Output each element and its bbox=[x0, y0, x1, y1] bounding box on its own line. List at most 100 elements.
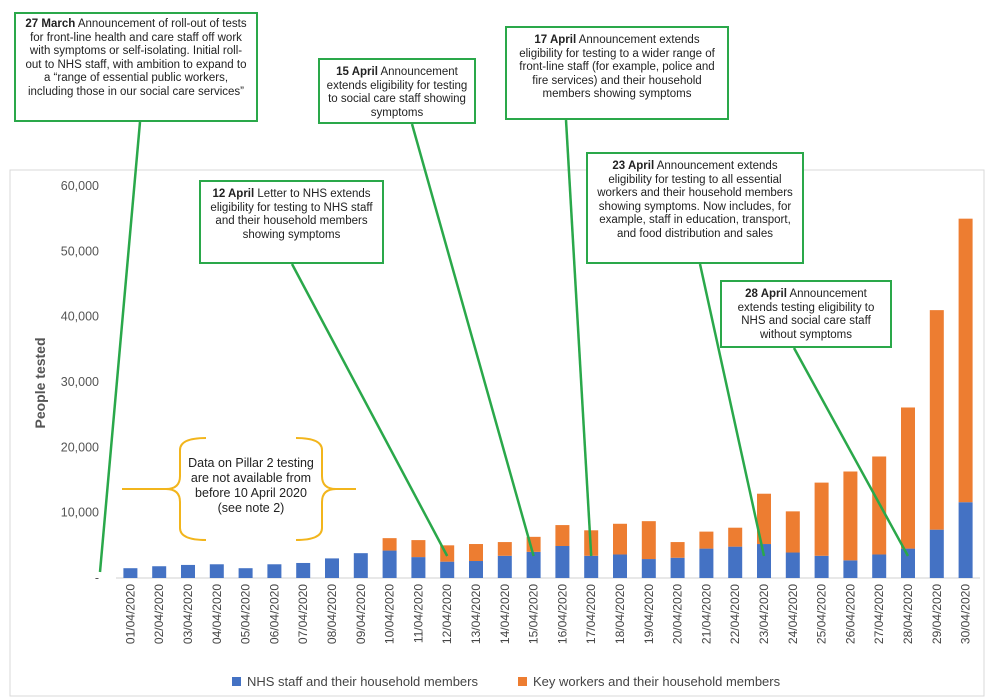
x-tick-label: 21/04/2020 bbox=[699, 584, 713, 644]
x-tick-label: 19/04/2020 bbox=[642, 584, 656, 644]
bar-nhs bbox=[353, 553, 368, 578]
legend-label: NHS staff and their household members bbox=[247, 674, 478, 689]
bar-nhs bbox=[526, 551, 541, 578]
annotation-leaders bbox=[98, 119, 910, 573]
x-axis-ticks: 01/04/2020 02/04/2020 03/04/2020 04/04/2020… bbox=[123, 584, 972, 644]
pillar-note-line: are not available from bbox=[190, 471, 312, 485]
bar-nhs bbox=[267, 564, 282, 578]
x-tick-label: 13/04/2020 bbox=[469, 584, 483, 644]
annotation-date: 17 April bbox=[534, 34, 577, 46]
x-tick-label: 26/04/2020 bbox=[843, 584, 857, 644]
annotation-leader-line bbox=[98, 121, 142, 573]
x-tick-label: 11/04/2020 bbox=[411, 584, 425, 643]
x-tick-label: 17/04/2020 bbox=[584, 584, 598, 644]
bar-nhs bbox=[440, 561, 455, 578]
bar-key-workers bbox=[641, 521, 656, 560]
annotation-28-april: 28 April Announcement extends testing el… bbox=[720, 280, 892, 348]
annotation-leader-line bbox=[564, 119, 593, 557]
x-tick-label: 22/04/2020 bbox=[728, 584, 742, 644]
annotation-27-march: 27 March Announcement of roll-out of tes… bbox=[14, 12, 258, 122]
annotation-leader-line bbox=[698, 263, 766, 557]
bar-nhs bbox=[555, 545, 570, 578]
x-tick-label: 29/04/2020 bbox=[930, 584, 944, 644]
bar-key-workers bbox=[757, 493, 771, 545]
x-tick-label: 18/04/2020 bbox=[613, 584, 627, 644]
annotation-text: Announcement extends eligibility for tes… bbox=[326, 66, 468, 119]
brace-left bbox=[122, 437, 207, 541]
pillar-brace bbox=[122, 437, 356, 541]
bar-nhs bbox=[497, 555, 512, 578]
bar-key-workers bbox=[814, 482, 829, 556]
legend-item-key-workers: Key workers and their household members bbox=[518, 674, 780, 689]
x-tick-label: 05/04/2020 bbox=[239, 584, 253, 644]
annotation-leader-line bbox=[290, 263, 449, 557]
bar-nhs bbox=[325, 558, 339, 578]
annotation-text: Letter to NHS extends eligibility for te… bbox=[210, 188, 373, 241]
annotation-date: 12 April bbox=[212, 188, 255, 200]
y-tick-label: 60,000 bbox=[61, 179, 99, 193]
legend-swatch-nhs bbox=[232, 677, 241, 686]
annotation-leader-line bbox=[410, 123, 535, 557]
bar-key-workers bbox=[613, 523, 627, 555]
x-tick-label: 01/04/2020 bbox=[123, 584, 137, 644]
bar-key-workers bbox=[901, 407, 915, 549]
bar-key-workers bbox=[382, 538, 397, 551]
bar-key-workers bbox=[411, 540, 426, 558]
annotation-date: 28 April bbox=[745, 288, 787, 300]
bar-key-workers bbox=[785, 511, 800, 553]
x-tick-label: 14/04/2020 bbox=[498, 584, 512, 644]
x-tick-label: 02/04/2020 bbox=[152, 584, 166, 644]
pillar-note-line: Data on Pillar 2 testing bbox=[188, 456, 314, 470]
x-tick-label: 23/04/2020 bbox=[757, 584, 771, 644]
annotation-12-april: 12 April Letter to NHS extends eligibili… bbox=[199, 180, 384, 264]
x-tick-label: 03/04/2020 bbox=[181, 584, 195, 644]
bar-key-workers bbox=[497, 542, 512, 556]
bar-nhs bbox=[469, 561, 483, 578]
annotation-text: Announcement extends eligibility for tes… bbox=[597, 160, 793, 240]
annotation-date: 15 April bbox=[336, 66, 378, 78]
y-axis-ticks: - 10,000 20,000 30,000 40,000 50,000 60,000 bbox=[61, 179, 99, 585]
pillar-note-line: (see note 2) bbox=[217, 501, 285, 515]
x-tick-label: 28/04/2020 bbox=[901, 584, 915, 644]
annotation-date: 23 April bbox=[612, 160, 655, 172]
bar-nhs bbox=[123, 568, 138, 578]
y-tick-label: - bbox=[95, 571, 99, 585]
x-tick-label: 07/04/2020 bbox=[296, 584, 310, 644]
bar-nhs bbox=[929, 529, 944, 578]
bar-nhs bbox=[843, 560, 858, 578]
bar-nhs bbox=[785, 552, 800, 578]
bar-nhs bbox=[584, 555, 599, 578]
annotation-date: 27 March bbox=[25, 18, 76, 30]
annotation-23-april: 23 April Announcement extends eligibilit… bbox=[586, 152, 804, 264]
bar-key-workers bbox=[699, 531, 714, 549]
bar-nhs bbox=[901, 548, 915, 578]
x-tick-label: 04/04/2020 bbox=[210, 584, 224, 644]
plot-frame bbox=[9, 169, 985, 697]
y-tick-label: 30,000 bbox=[61, 375, 99, 389]
bar-nhs bbox=[757, 544, 771, 578]
bar-nhs bbox=[296, 562, 311, 578]
bar-key-workers bbox=[728, 527, 743, 547]
annotation-text: Announcement of roll-out of tests for fr… bbox=[25, 18, 247, 98]
bar-nhs bbox=[209, 564, 224, 578]
bar-key-workers bbox=[929, 310, 944, 530]
annotation-17-april: 17 April Announcement extends eligibilit… bbox=[505, 26, 729, 120]
y-tick-label: 50,000 bbox=[61, 244, 99, 258]
bar-nhs bbox=[238, 568, 253, 578]
bar-nhs bbox=[382, 550, 397, 578]
bar-nhs bbox=[152, 566, 167, 578]
annotation-15-april: 15 April Announcement extends eligibilit… bbox=[318, 58, 476, 124]
bar-nhs bbox=[411, 557, 426, 578]
x-tick-label: 09/04/2020 bbox=[354, 584, 368, 644]
pillar-2-note: Data on Pillar 2 testing are not availab… bbox=[166, 456, 336, 516]
y-tick-label: 40,000 bbox=[61, 310, 99, 324]
bar-nhs bbox=[814, 555, 829, 578]
x-tick-label: 15/04/2020 bbox=[527, 584, 541, 644]
annotation-text: Announcement extends eligibility for tes… bbox=[519, 34, 715, 100]
bar-key-workers bbox=[469, 544, 483, 562]
x-tick-label: 08/04/2020 bbox=[325, 584, 339, 644]
x-tick-label: 24/04/2020 bbox=[786, 584, 800, 644]
x-tick-label: 20/04/2020 bbox=[671, 584, 685, 644]
x-tick-label: 27/04/2020 bbox=[872, 584, 886, 644]
